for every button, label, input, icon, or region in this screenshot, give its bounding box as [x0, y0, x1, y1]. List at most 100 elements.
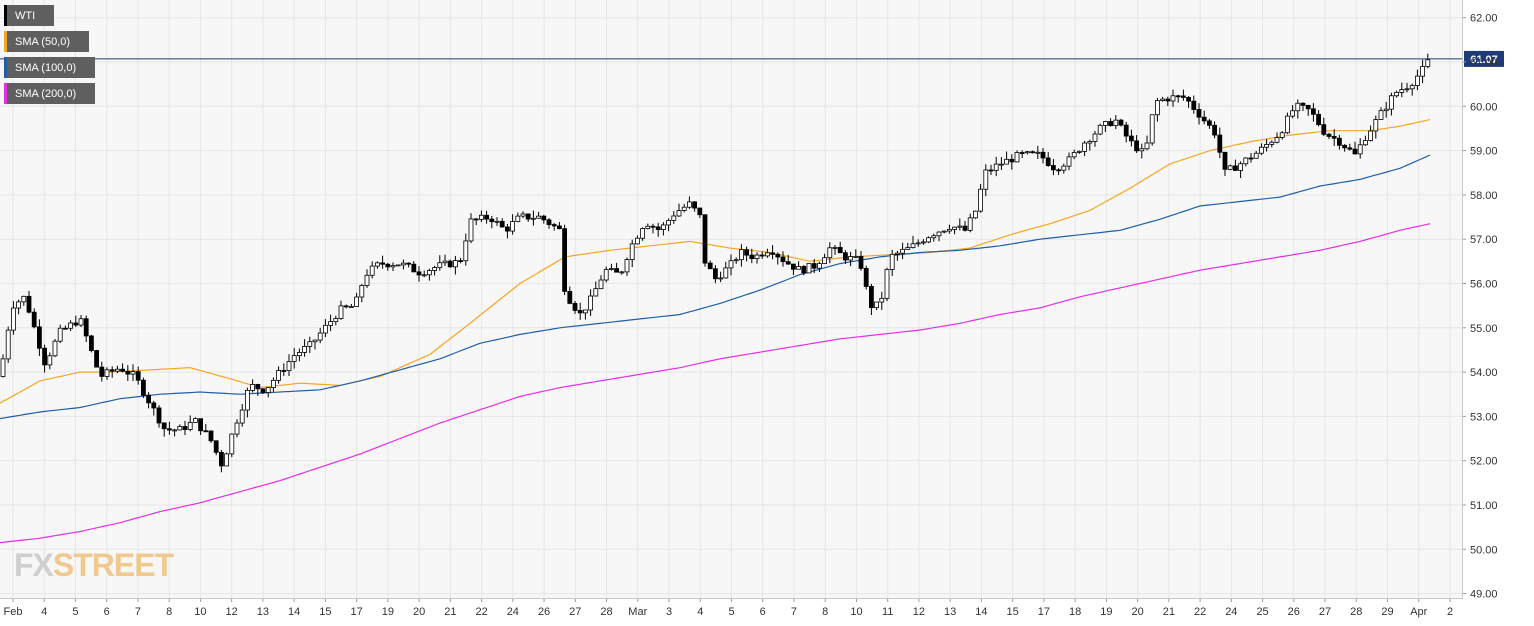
- grid-layer: [0, 0, 1462, 598]
- candle-body: [478, 214, 484, 220]
- candle-body: [843, 252, 848, 261]
- candle-body: [312, 339, 318, 343]
- candle-body: [161, 422, 167, 430]
- candle-body: [328, 321, 334, 326]
- candle-body: [650, 225, 656, 228]
- candle-body: [796, 266, 801, 270]
- candle-body: [1227, 165, 1233, 170]
- candle-body: [926, 237, 931, 243]
- candle-body: [1415, 75, 1420, 86]
- candle-body: [645, 225, 651, 229]
- candle-body: [437, 262, 443, 269]
- candle-body: [63, 327, 68, 330]
- candle-body: [770, 252, 775, 255]
- candle-body: [1025, 151, 1030, 154]
- candle-body: [780, 256, 786, 263]
- candle-body: [588, 295, 593, 311]
- candle-body: [364, 274, 370, 286]
- candle-body: [172, 429, 178, 432]
- candle-body: [1061, 165, 1067, 171]
- candle-body: [583, 309, 588, 314]
- candle-body: [609, 268, 614, 270]
- candle-body: [473, 218, 479, 221]
- candle-body: [1269, 141, 1275, 145]
- candle-body: [1409, 85, 1415, 90]
- candle-body: [1352, 148, 1358, 155]
- candle-body: [863, 267, 869, 287]
- candle-body: [73, 322, 79, 326]
- x-tick-label: 13: [257, 606, 269, 618]
- candle-body: [713, 268, 718, 280]
- candle-body: [89, 335, 94, 351]
- candle-body: [1004, 158, 1009, 165]
- candle-body: [921, 241, 926, 244]
- candle-body: [1238, 163, 1243, 171]
- candle-body: [94, 350, 99, 368]
- x-tick-label: 26: [1288, 606, 1300, 618]
- candle-body: [822, 257, 827, 265]
- candle-body: [390, 265, 396, 268]
- candle-body: [494, 220, 500, 223]
- candle-body: [348, 306, 354, 308]
- candle-body: [801, 266, 807, 274]
- candle-body: [525, 213, 531, 220]
- candle-body: [957, 225, 963, 228]
- x-tick-label: 6: [760, 606, 766, 618]
- y-tick-label: 51.00: [1470, 500, 1498, 512]
- candle-body: [1331, 136, 1337, 139]
- y-tick-label: 58.00: [1470, 190, 1498, 202]
- candle-body: [166, 428, 172, 431]
- candle-body: [208, 430, 214, 442]
- candle-body: [895, 252, 900, 255]
- x-tick-label: 4: [41, 606, 47, 618]
- legend: WTI SMA (50,0) SMA (100,0) SMA (200,0): [4, 5, 95, 109]
- candle-body: [1087, 141, 1093, 144]
- candle-body: [832, 247, 838, 249]
- candle-body: [629, 243, 635, 260]
- candle-body: [936, 231, 942, 237]
- y-tick-label: 56.00: [1470, 278, 1498, 290]
- candle-body: [244, 389, 250, 411]
- x-tick-label: 15: [319, 606, 331, 618]
- candle-body: [733, 259, 739, 262]
- x-tick-label: 21: [444, 606, 456, 618]
- candle-body: [296, 352, 302, 357]
- candle-body: [426, 270, 432, 276]
- candle-body: [624, 259, 630, 273]
- candle-body: [380, 262, 386, 265]
- candle-body: [915, 242, 921, 245]
- candle-body: [369, 265, 375, 276]
- candle-body: [1056, 169, 1061, 172]
- candle-body: [853, 255, 859, 258]
- candle-body: [635, 237, 640, 245]
- x-tick-label: Feb: [4, 606, 23, 618]
- x-tick-label: 28: [1350, 606, 1362, 618]
- candle-body: [452, 260, 458, 268]
- candle-body: [754, 254, 760, 260]
- candle-body: [286, 361, 292, 372]
- candle-body: [1274, 137, 1280, 143]
- candle-body: [333, 318, 339, 323]
- x-tick-label: 10: [850, 606, 862, 618]
- candle-body: [182, 426, 188, 430]
- candle-body: [869, 286, 874, 309]
- x-tick-label: 2: [1447, 606, 1453, 618]
- candle-body: [536, 215, 541, 219]
- x-tick-label: 13: [944, 606, 956, 618]
- candle-body: [1316, 113, 1321, 126]
- sma-layer: [0, 119, 1431, 544]
- candle-body: [931, 235, 937, 239]
- candle-body: [78, 318, 84, 326]
- x-axis: Feb 4 5 6 7 8 10 12 13 14 15 17 19 20 21 22 24 26 27 28 Mar 3…: [4, 598, 1453, 618]
- candle-body: [817, 263, 822, 269]
- candle-body: [1399, 89, 1405, 93]
- x-tick-label: 21: [1163, 606, 1175, 618]
- candle-body: [68, 322, 73, 329]
- candle-body: [962, 225, 968, 231]
- candle-body: [374, 262, 380, 267]
- legend-item-wti: WTI: [4, 5, 54, 26]
- candle-body: [941, 230, 947, 233]
- candle-body: [187, 421, 193, 430]
- x-tick-label: 28: [600, 606, 612, 618]
